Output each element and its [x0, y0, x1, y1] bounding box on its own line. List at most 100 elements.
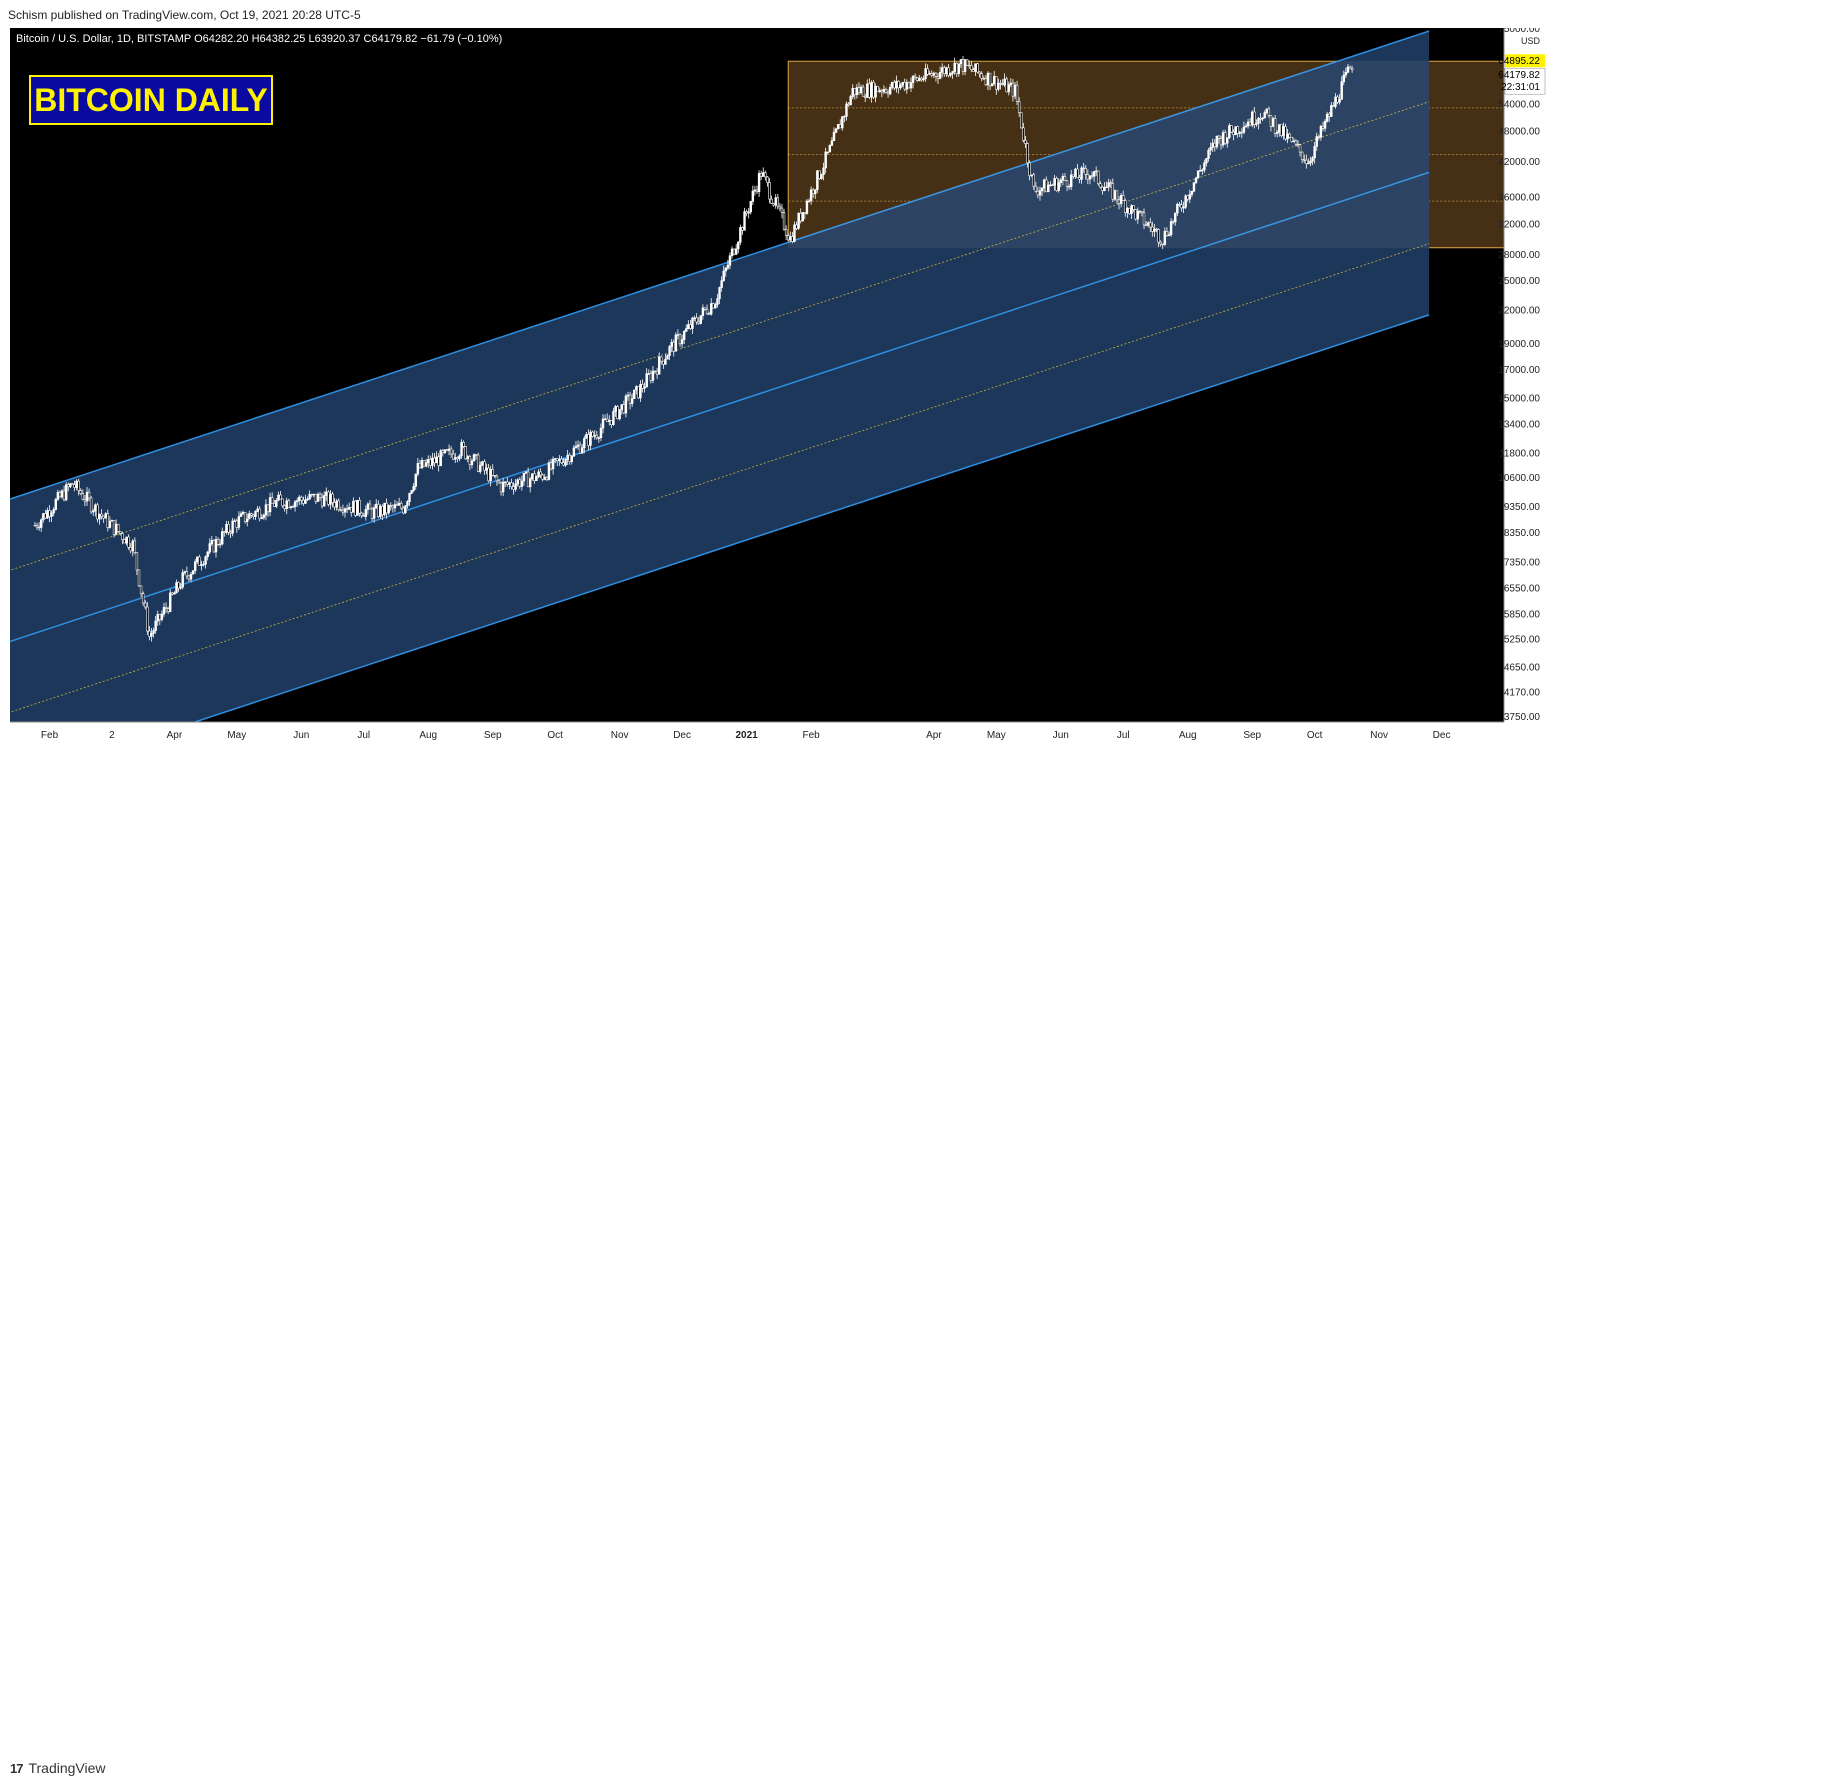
candle-body [243, 512, 247, 522]
candle-body [718, 287, 721, 299]
candle-body [888, 87, 892, 95]
candle-body [1038, 190, 1042, 196]
candle-body [424, 462, 428, 467]
candle-body [393, 504, 397, 509]
price-chart[interactable]: 75000.00 54000.00 48000.00 42000.00 36000.00… [10, 28, 1834, 874]
y-tick-label: 17000.00 [1498, 365, 1540, 376]
x-tick-label: Dec [1433, 730, 1451, 741]
candle-body [137, 569, 141, 587]
candle-body [897, 80, 900, 89]
candle-body [1045, 179, 1048, 193]
candle-body [33, 524, 37, 527]
range-highlight [788, 61, 1504, 248]
candle-body [148, 630, 151, 637]
candle-body [345, 508, 349, 510]
candle-body [949, 73, 952, 76]
candle-body [1307, 162, 1310, 165]
candle-body [1101, 186, 1104, 191]
candle-body [225, 524, 228, 533]
candle-body [214, 539, 218, 553]
candle-body [191, 570, 195, 575]
y-tick-label: 8350.00 [1504, 528, 1541, 539]
candle-body [676, 334, 680, 336]
candle-body [1171, 221, 1175, 223]
candle-body [422, 460, 426, 467]
candle-body [841, 116, 844, 129]
candle-body [81, 493, 85, 500]
candle-body [922, 78, 925, 81]
candle-body [553, 458, 557, 460]
candle-body [814, 189, 817, 195]
candle-body [1313, 146, 1316, 159]
symbol-ohlc-line: Bitcoin / U.S. Dollar, 1D, BITSTAMP O642… [16, 33, 502, 45]
candle-body [801, 212, 804, 222]
candle-body [510, 482, 513, 487]
candle-body [298, 496, 301, 502]
candle-body [156, 614, 159, 622]
candle-body [531, 473, 534, 480]
candle-body [581, 447, 584, 454]
candle-body [506, 481, 509, 485]
candle-body [270, 497, 274, 504]
candle-body [150, 633, 153, 637]
candle-body [940, 67, 944, 73]
tradingview-logo[interactable]: 17 TradingView [10, 1760, 106, 1776]
candle-body [1159, 241, 1162, 245]
candle-body [797, 212, 800, 229]
y-tick-label: 11800.00 [1499, 449, 1540, 460]
candle-body [626, 394, 630, 397]
candle-body [306, 498, 309, 501]
y-tick-label: 15000.00 [1498, 394, 1540, 405]
candle-body [1149, 222, 1152, 228]
candle-body [212, 540, 216, 553]
candle-body [1223, 132, 1227, 144]
candle-body [1142, 212, 1146, 226]
candle-body [678, 334, 682, 345]
x-tick-label: 2 [109, 730, 115, 741]
candle-body [728, 255, 732, 266]
candle-body [196, 556, 199, 563]
x-tick-label: Sep [484, 730, 502, 741]
candle-body [487, 467, 490, 482]
candle-body [578, 444, 582, 454]
candle-body [362, 515, 365, 517]
candle-body [722, 270, 725, 281]
candle-body [1153, 228, 1156, 232]
candle-body [710, 303, 713, 315]
candle-body [1061, 176, 1065, 181]
candle-body [370, 508, 374, 519]
candle-body [60, 490, 64, 498]
candle-body [1280, 124, 1283, 136]
candle-body [71, 483, 74, 485]
x-tick-label: Jun [293, 730, 309, 741]
x-tick-label: Oct [1307, 730, 1323, 741]
candle-body [766, 176, 769, 183]
candle-body [1328, 113, 1331, 117]
candle-body [990, 83, 994, 87]
candle-body [753, 189, 757, 192]
candle-body [845, 103, 848, 117]
candle-body [576, 444, 580, 447]
candle-body [1036, 190, 1040, 196]
candle-body [612, 411, 615, 425]
candle-body [1126, 208, 1129, 213]
candle-body [1151, 226, 1154, 232]
candle-body [325, 491, 328, 496]
candle-body [864, 95, 867, 98]
candle-body [458, 455, 461, 460]
candle-body [730, 248, 734, 257]
candle-body [200, 564, 203, 566]
candle-body [318, 493, 322, 498]
candle-body [701, 307, 705, 316]
regression-channel[interactable] [10, 30, 1430, 791]
candle-body [127, 536, 130, 548]
candle-body [936, 76, 940, 79]
last-price-badge [1505, 54, 1545, 68]
y-tick-label: 4650.00 [1504, 662, 1541, 673]
candle-body [1057, 182, 1060, 191]
candle-body [830, 140, 834, 146]
candle-body [1157, 229, 1160, 243]
candle-body [697, 321, 700, 324]
candle-body [75, 480, 78, 488]
candle-body [603, 418, 607, 421]
